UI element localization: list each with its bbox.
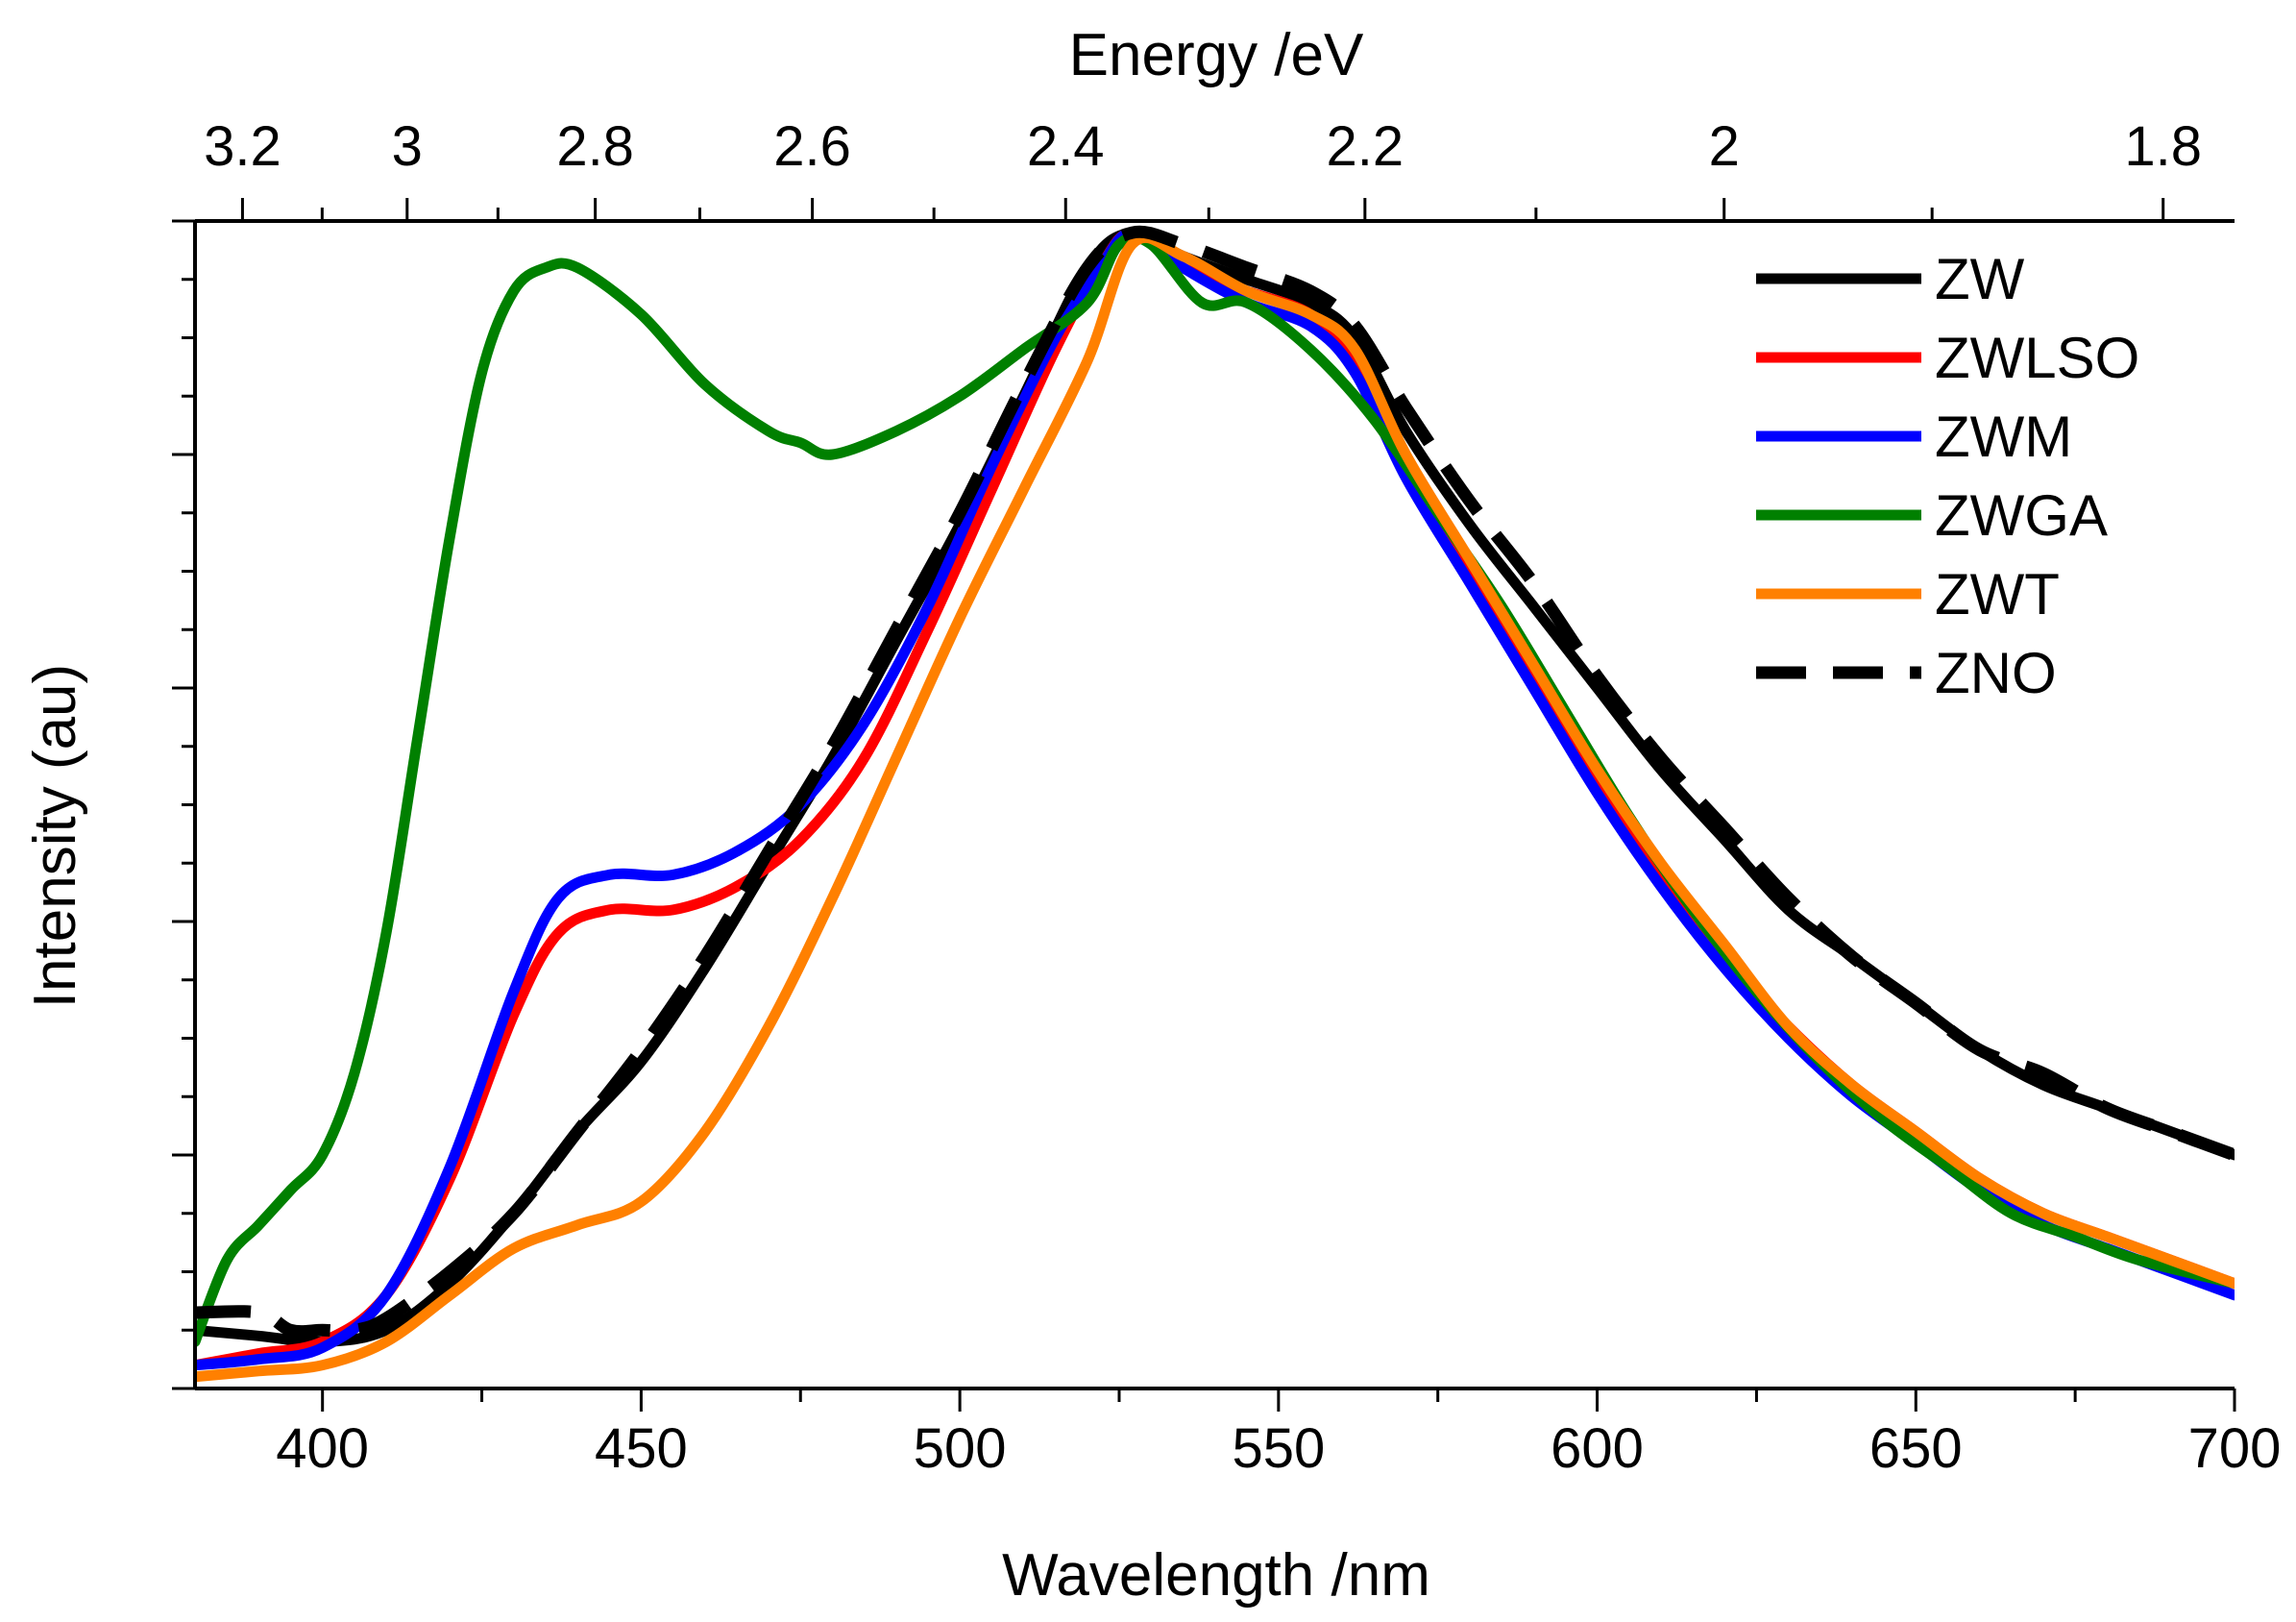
y-axis-title: Intensity (au)	[22, 664, 88, 1008]
top-tick-label: 2.6	[773, 115, 851, 178]
series-line-zwt	[195, 233, 2235, 1383]
top-tick-label: 1.8	[2124, 115, 2202, 178]
legend: ZW ZWLSO ZWM ZWGA ZWT ZNO	[1756, 247, 2139, 705]
top-tick-label: 2	[1709, 115, 1740, 178]
legend-label-zno: ZNO	[1935, 641, 2057, 705]
x-tick-label: 500	[914, 1417, 1007, 1480]
axis-ticks	[172, 198, 2236, 1412]
x-tick-label: 450	[595, 1417, 688, 1480]
top-tick-label: 2.4	[1027, 115, 1105, 178]
top-axis-title: Energy /eV	[1069, 22, 1364, 88]
top-tick-label: 2.2	[1327, 115, 1404, 178]
x-tick-label: 700	[2188, 1417, 2282, 1480]
legend-label-zw: ZW	[1935, 247, 2025, 311]
top-tick-label: 3.2	[204, 115, 281, 178]
x-tick-label: 600	[1551, 1417, 1644, 1480]
legend-label-zwga: ZWGA	[1935, 483, 2108, 548]
x-axis-title: Wavelength /nm	[1002, 1542, 1430, 1609]
legend-label-zwt: ZWT	[1935, 562, 2060, 627]
series-line-zno	[195, 225, 2235, 1339]
axis-tick-labels: 400 450 500 550 600 650 700 3.2 3 2.8 2.6 2.4 2.2 2 1.…	[204, 115, 2281, 1480]
x-tick-label: 400	[276, 1417, 369, 1480]
plot-series-group	[195, 225, 2235, 1383]
top-tick-label: 2.8	[556, 115, 634, 178]
legend-label-zwm: ZWM	[1935, 405, 2072, 469]
x-tick-label: 550	[1232, 1417, 1325, 1480]
top-tick-label: 3	[392, 115, 423, 178]
legend-label-zwlso: ZWLSO	[1935, 326, 2139, 390]
x-tick-label: 650	[1869, 1417, 1963, 1480]
